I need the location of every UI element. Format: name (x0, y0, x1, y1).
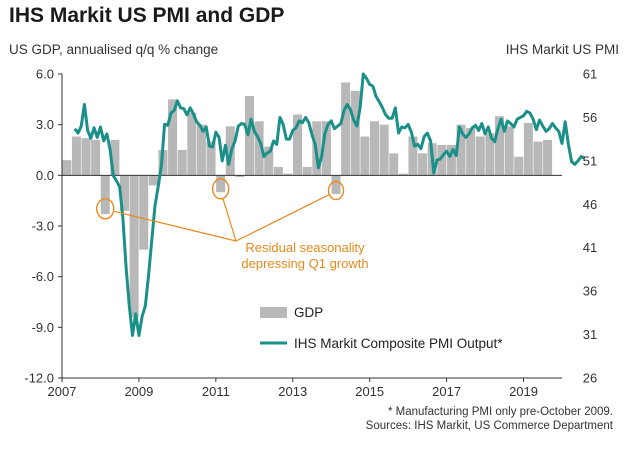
gdp-bar (485, 133, 495, 176)
gdp-bar (321, 121, 331, 176)
gdp-bar (398, 173, 408, 176)
right-tick-label: 46 (583, 197, 597, 212)
x-tick-label: 2009 (124, 384, 153, 399)
legend-label-gdp: GDP (294, 305, 323, 320)
gdp-bar (456, 124, 466, 176)
gdp-bar (187, 112, 197, 176)
gdp-bar (254, 121, 264, 176)
gdp-bar (514, 156, 524, 176)
right-tick-label: 31 (583, 327, 597, 342)
right-axis-label: IHS Markit US PMI (505, 42, 619, 57)
gdp-bar (119, 175, 130, 211)
gdp-bar (475, 136, 485, 176)
gdp-bar (177, 150, 187, 176)
gdp-bar (129, 175, 139, 318)
annotation-connector (235, 194, 330, 242)
right-tick-label: 61 (583, 67, 597, 82)
gdp-bar (437, 144, 447, 176)
left-tick-label: -3.0 (32, 219, 54, 234)
annotation-connector (222, 198, 237, 242)
gdp-bar (110, 139, 120, 176)
gdp-bar (139, 175, 149, 250)
gdp-bar (235, 175, 245, 178)
gdp-bar (331, 175, 341, 194)
gdp-bar (168, 99, 178, 176)
legend-label-pmi: IHS Markit Composite PMI Output* (294, 336, 503, 351)
gdp-bar (283, 173, 293, 176)
annotation-circle (96, 198, 115, 220)
gdp-bar (408, 136, 418, 176)
right-tick-label: 41 (583, 240, 597, 255)
left-tick-label: 0.0 (36, 168, 54, 183)
left-tick-label: -12.0 (24, 371, 54, 386)
gdp-bar (533, 141, 543, 176)
annotation-text: Residual seasonality (245, 240, 365, 255)
pmi-line (73, 72, 586, 337)
gdp-bar (543, 139, 553, 176)
gdp-bar (418, 153, 428, 176)
x-tick-label: 2011 (202, 384, 230, 399)
right-tick-label: 51 (583, 153, 597, 168)
x-tick-label: 2015 (355, 384, 384, 399)
gdp-bar (91, 139, 101, 176)
left-tick-label: 3.0 (36, 117, 54, 132)
footnotes: * Manufacturing PMI only pre-October 200… (366, 405, 613, 433)
gdp-bar (273, 166, 283, 176)
x-tick-label: 2017 (432, 384, 461, 399)
x-tick-label: 2019 (509, 384, 538, 399)
x-tick-label: 2013 (278, 384, 307, 399)
gdp-bar (100, 175, 110, 215)
gdp-bar (81, 138, 91, 176)
left-tick-label: -6.0 (32, 269, 54, 284)
gdp-bar (341, 82, 351, 176)
chart-title: IHS Markit US PMI and GDP (9, 4, 285, 27)
gdp-bar (196, 124, 206, 176)
gdp-bar (379, 124, 389, 176)
gdp-bar (389, 153, 399, 176)
gdp-bar (360, 136, 370, 176)
gdp-bar (302, 166, 312, 176)
gdp-bar (244, 95, 255, 176)
gdp-bar (523, 122, 533, 176)
right-tick-label: 36 (583, 284, 597, 299)
left-tick-label: -9.0 (32, 320, 54, 335)
gdp-bar (62, 160, 72, 176)
footnote-pmi: * Manufacturing PMI only pre-October 200… (387, 406, 613, 418)
gdp-bar (264, 146, 274, 176)
gdp-bar (206, 141, 216, 176)
gdp-bar (504, 126, 514, 176)
annotation-connector (113, 210, 237, 242)
gdp-bar (350, 90, 360, 176)
annotation-circle (327, 180, 345, 201)
gdp-bar (216, 175, 226, 193)
left-tick-label: 6.0 (36, 67, 54, 82)
gdp-bar (71, 136, 81, 176)
right-tick-label: 26 (583, 371, 597, 386)
gdp-bar (293, 114, 303, 176)
gdp-bar (446, 144, 456, 176)
left-axis-label: US GDP, annualised q/q % change (9, 42, 219, 57)
right-tick-label: 56 (583, 110, 597, 125)
footnote-sources: Sources: IHS Markit, US Commerce Departm… (365, 420, 613, 432)
annotation-text: depressing Q1 growth (241, 256, 368, 271)
annotation-circle (211, 178, 230, 200)
gdp-bar (494, 116, 505, 176)
legend-swatch-gdp (260, 307, 287, 318)
x-tick-label: 2007 (48, 384, 77, 399)
gdp-bar (148, 175, 158, 186)
gdp-bar (369, 121, 380, 176)
gdp-bar (466, 128, 476, 176)
